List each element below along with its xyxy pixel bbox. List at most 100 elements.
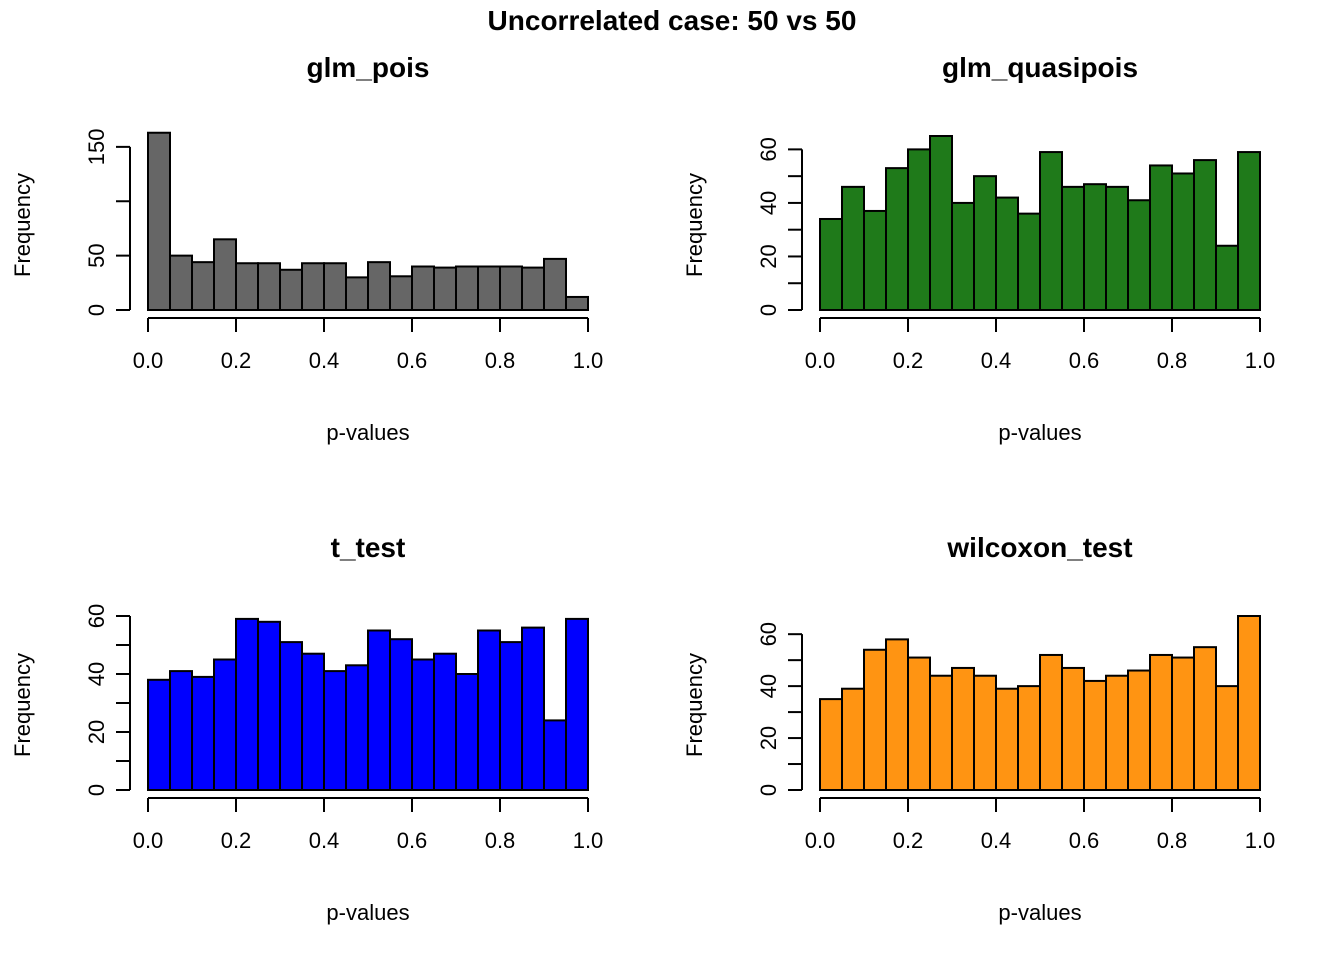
y-tick-label: 150 [84,129,109,166]
histogram-bar [973,175,997,311]
histogram-bar [257,620,281,791]
x-tick-label: 1.0 [1245,828,1276,853]
x-tick-label: 0.0 [805,828,836,853]
panel-title: glm_quasipois [942,52,1138,83]
histogram-bar [929,135,953,311]
histogram-bar [257,262,281,311]
histogram-bar [841,185,865,311]
histogram-bar [147,678,171,791]
histogram-panel-wilcoxon-test: wilcoxon_test 0.0 0.2 0.4 0.6 0.8 1.0 0 20 40 60 p-… [682,532,1275,925]
bars [819,615,1261,792]
x-tick-label: 1.0 [1245,348,1276,373]
histogram-bar [1039,151,1063,311]
histogram-panel-glm-pois: glm_pois 0.0 0.2 0.4 0.6 0.8 1.0 0 50 150 p-values… [10,52,603,445]
y-tick-label: 20 [756,726,781,750]
histogram-bar [951,201,975,311]
x-axis: 0.0 0.2 0.4 0.6 0.8 1.0 [805,317,1276,373]
histogram-bar [1171,656,1195,791]
x-axis-title: p-values [998,420,1081,445]
histogram-bar [367,261,391,311]
panel-title: t_test [331,532,406,563]
x-tick-label: 0.2 [221,348,252,373]
histogram-bar [1039,653,1063,791]
histogram-bar [455,265,479,311]
y-tick-label: 20 [84,720,109,744]
y-axis-title: Frequency [10,653,35,757]
x-tick-label: 0.0 [133,828,164,853]
histogram-bar [213,238,237,311]
x-tick-label: 0.6 [1069,348,1100,373]
x-tick-label: 0.2 [893,348,924,373]
panel-title: glm_pois [307,52,430,83]
histogram-bar [169,254,193,311]
histogram-bar [995,687,1019,792]
histogram-bar [819,217,843,311]
histogram-bar [521,626,545,791]
histogram-bar [1193,159,1217,311]
histogram-bar [1083,183,1107,311]
histogram-bar [565,617,589,792]
histogram-bar [1193,646,1217,791]
histogram-bar [301,262,325,311]
x-axis: 0.0 0.2 0.4 0.6 0.8 1.0 [133,317,604,373]
histogram-bar [147,131,171,311]
histogram-bar [543,257,567,312]
histogram-bar [455,673,479,791]
x-axis-title: p-values [998,900,1081,925]
histogram-bar [565,295,589,312]
histogram-bar [863,209,887,311]
histogram-bar [345,664,369,791]
x-axis: 0.0 0.2 0.4 0.6 0.8 1.0 [133,797,603,853]
histogram-bar [235,262,259,311]
histogram-bar [929,674,953,791]
histogram-bar [1127,669,1151,791]
y-tick-label: 40 [756,674,781,698]
x-tick-label: 0.8 [1157,348,1188,373]
y-tick-label: 50 [84,243,109,267]
histogram-bar [951,666,975,792]
histogram-bar [1237,615,1261,791]
histogram-bar [1017,685,1041,791]
histogram-bar [477,265,501,311]
histogram-bar [1171,172,1195,311]
x-tick-label: 1.0 [573,348,604,373]
histogram-bar [1215,685,1239,791]
y-axis: 0 50 150 [84,129,131,316]
y-axis: 0 20 40 60 [756,622,803,796]
histogram-bar [279,641,303,791]
histogram-bar [499,265,523,311]
histogram-bar [433,266,457,311]
histogram-panel-t-test: t_test 0.0 0.2 0.4 0.6 0.8 1.0 0 20 40 60 p-values F… [10,532,603,925]
histogram-bar [1149,164,1173,311]
x-tick-label: 0.8 [485,348,516,373]
histogram-bar [1105,185,1129,311]
histogram-bar [819,698,843,792]
y-axis-title: Frequency [682,653,707,757]
y-axis: 0 20 40 60 [84,604,131,796]
x-tick-label: 0.0 [133,348,164,373]
histogram-bar [191,675,215,792]
x-tick-label: 0.6 [1069,828,1100,853]
histogram-bar [1127,199,1151,311]
histogram-bar [543,719,567,792]
histogram-bar [521,266,545,311]
y-tick-label: 60 [756,622,781,646]
histogram-bar [169,670,193,791]
y-tick-label: 0 [84,304,109,316]
histogram-bar [1083,679,1107,791]
y-tick-label: 20 [756,244,781,268]
histogram-bar [1061,185,1085,311]
bars [819,135,1261,311]
histogram-bar [885,638,909,791]
histogram-bar [1017,212,1041,311]
histogram-bar [863,648,887,791]
histogram-bar [995,196,1019,311]
histogram-bar [477,629,501,791]
bars [147,131,589,312]
histogram-bar [841,687,865,792]
y-tick-label: 0 [756,784,781,796]
histogram-bar [907,148,931,311]
histogram-bar [345,276,369,311]
x-tick-label: 0.6 [397,828,428,853]
histogram-bar [191,261,215,311]
